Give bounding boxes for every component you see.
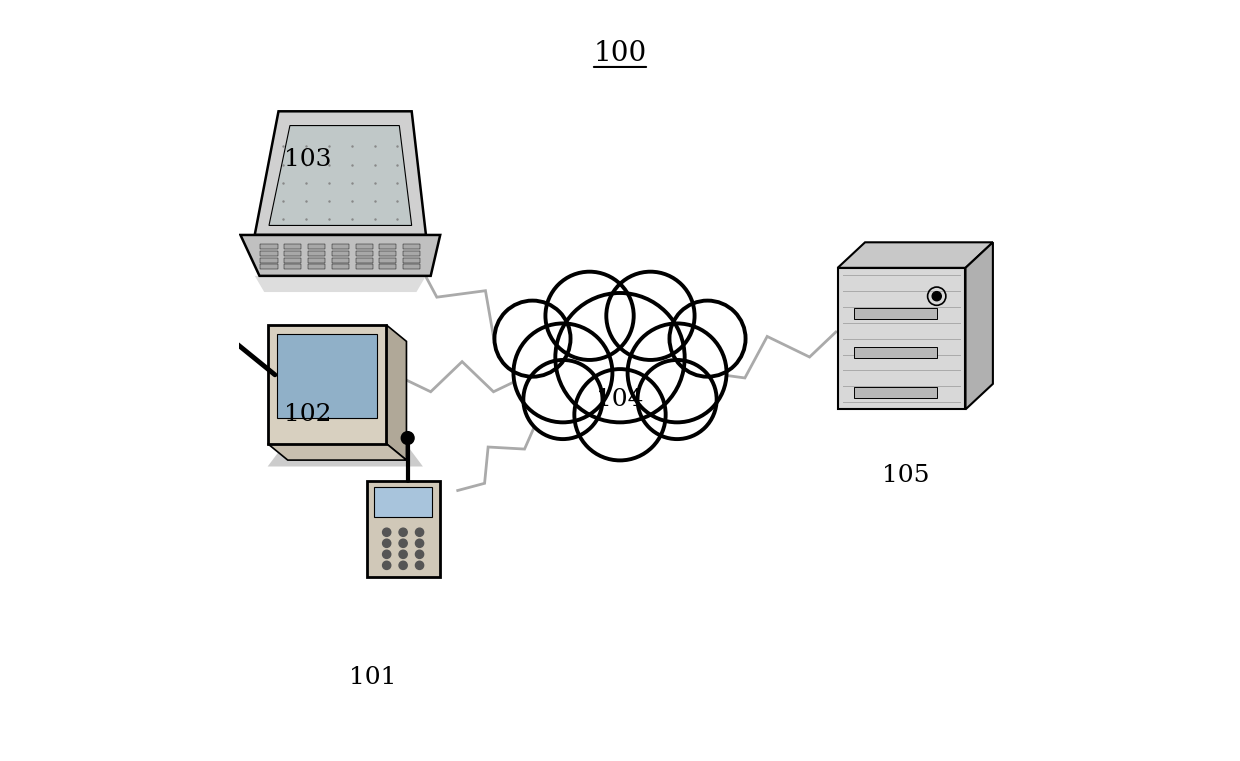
Polygon shape [277,334,377,418]
Polygon shape [403,258,420,263]
Polygon shape [284,251,301,256]
Polygon shape [260,251,278,256]
Polygon shape [403,251,420,256]
Circle shape [556,293,684,422]
Circle shape [415,528,424,537]
Polygon shape [332,264,348,269]
Polygon shape [356,251,373,256]
Polygon shape [379,264,397,269]
Polygon shape [332,251,348,256]
Polygon shape [853,307,936,319]
Polygon shape [332,244,348,249]
Polygon shape [379,244,397,249]
Text: 103: 103 [284,148,332,171]
Circle shape [670,301,745,377]
Polygon shape [379,258,397,263]
Polygon shape [254,111,427,235]
Text: 100: 100 [594,40,646,67]
Circle shape [513,323,613,422]
Circle shape [523,360,603,439]
Polygon shape [260,264,278,269]
Polygon shape [403,244,420,249]
Polygon shape [966,242,993,409]
Circle shape [383,528,391,537]
Circle shape [399,561,407,569]
Polygon shape [356,258,373,263]
Circle shape [495,301,570,377]
Polygon shape [838,268,966,409]
Polygon shape [254,275,427,292]
Circle shape [402,431,414,444]
Polygon shape [241,235,440,275]
Circle shape [399,550,407,559]
Polygon shape [260,258,278,263]
Polygon shape [308,244,325,249]
Polygon shape [379,251,397,256]
Text: 104: 104 [596,388,644,411]
Polygon shape [268,448,423,466]
Polygon shape [308,258,325,263]
Polygon shape [367,481,440,577]
Circle shape [415,539,424,547]
Circle shape [574,369,666,460]
Polygon shape [332,258,348,263]
Circle shape [415,550,424,559]
Circle shape [932,291,941,301]
Circle shape [383,550,391,559]
Circle shape [383,539,391,547]
Polygon shape [838,242,993,268]
Polygon shape [356,244,373,249]
Circle shape [627,323,727,422]
Circle shape [637,360,717,439]
Circle shape [415,561,424,569]
Circle shape [606,272,694,360]
Polygon shape [403,264,420,269]
Polygon shape [284,264,301,269]
Polygon shape [853,387,936,398]
Polygon shape [356,264,373,269]
Circle shape [546,272,634,360]
Polygon shape [268,325,387,444]
Polygon shape [374,487,433,517]
Circle shape [399,539,407,547]
Polygon shape [284,244,301,249]
Text: 105: 105 [882,464,929,487]
Polygon shape [268,444,407,460]
Polygon shape [269,126,412,225]
Text: 101: 101 [348,666,397,689]
Polygon shape [260,244,278,249]
Circle shape [399,528,407,537]
Polygon shape [387,325,407,460]
Polygon shape [284,258,301,263]
Polygon shape [853,347,936,358]
Polygon shape [308,264,325,269]
Polygon shape [308,251,325,256]
Text: 102: 102 [284,403,332,426]
Circle shape [383,561,391,569]
